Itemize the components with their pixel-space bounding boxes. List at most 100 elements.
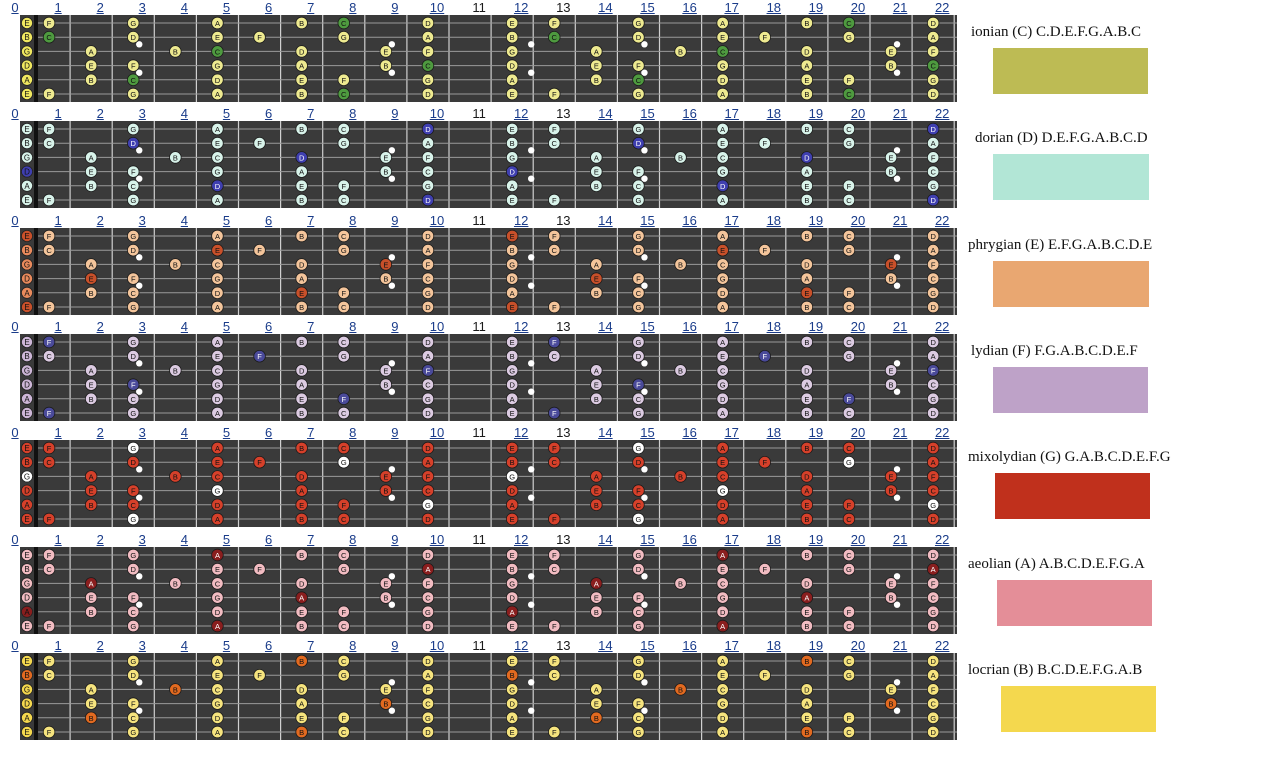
scale-note-marker xyxy=(421,484,435,497)
scale-note-marker xyxy=(926,137,940,150)
scale-note-label: E xyxy=(594,62,599,71)
scale-note-label: F xyxy=(552,728,557,737)
open-string-marker xyxy=(20,31,33,44)
scale-note-label: F xyxy=(636,168,641,177)
scale-note-label: C xyxy=(131,288,137,297)
scale-note-marker xyxy=(337,654,350,667)
scale-note-label: C xyxy=(131,714,137,723)
string-name: D xyxy=(24,274,30,283)
scale-note-label: C xyxy=(720,260,726,269)
scale-note-marker xyxy=(548,335,561,349)
scale-note-label: A xyxy=(89,47,94,56)
fret-marker-dot xyxy=(528,359,535,367)
scale-note-marker xyxy=(800,59,814,72)
fret-number: 8 xyxy=(349,318,357,334)
scale-note-marker xyxy=(211,286,224,299)
scale-note-label: A xyxy=(215,444,220,453)
scale-note-label: C xyxy=(552,33,558,42)
scale-note-marker xyxy=(800,179,814,193)
fret-marker-dot xyxy=(893,388,901,395)
scale-note-label: C xyxy=(46,139,52,148)
fret-marker-dot xyxy=(641,359,648,367)
scale-note-marker xyxy=(926,59,940,72)
fret-number: 8 xyxy=(349,637,357,653)
string-name: E xyxy=(24,303,29,312)
scale-note-marker xyxy=(632,668,645,682)
scale-note-marker xyxy=(211,512,224,526)
scale-note-label: C xyxy=(846,303,852,312)
fret-marker-dot xyxy=(388,147,396,154)
mode-6: 0 1 2 3 4 5 6 7 8 9 10 11 12 13 14 15 16 17 18 19 20 21 22 E B G D… xyxy=(0,638,1280,744)
scale-note-marker xyxy=(295,378,308,391)
mode-color-swatch xyxy=(993,154,1149,201)
scale-note-label: D xyxy=(636,671,642,680)
scale-note-marker xyxy=(127,137,140,150)
scale-note-label: G xyxy=(636,90,642,99)
scale-note-marker xyxy=(379,364,393,377)
scale-note-label: F xyxy=(552,338,557,347)
scale-note-label: C xyxy=(215,685,221,694)
scale-note-label: C xyxy=(425,62,431,71)
scale-note-marker xyxy=(84,711,98,724)
scale-note-label: E xyxy=(510,19,515,28)
fret-number: 2 xyxy=(96,637,104,653)
scale-note-label: F xyxy=(762,565,767,574)
scale-note-label: A xyxy=(594,47,599,56)
scale-note-marker xyxy=(884,484,898,497)
scale-note-marker xyxy=(800,590,814,604)
scale-note-marker xyxy=(505,45,519,58)
scale-note-marker xyxy=(127,123,140,136)
scale-note-marker xyxy=(505,229,519,242)
scale-note-marker xyxy=(84,484,98,497)
scale-note-label: A xyxy=(720,515,725,524)
fret-number: 7 xyxy=(307,212,315,228)
scale-note-marker xyxy=(127,697,140,710)
scale-note-label: C xyxy=(215,260,221,269)
scale-note-marker xyxy=(84,378,98,391)
scale-note-label: C xyxy=(46,352,52,361)
scale-note-label: D xyxy=(215,607,221,616)
scale-note-label: B xyxy=(383,487,388,496)
fret-marker-dot xyxy=(388,175,396,183)
scale-note-marker xyxy=(842,711,856,724)
mode-label: aeolian (A) A.B.C.D.E.F.G.A xyxy=(968,555,1145,572)
fret-number: 6 xyxy=(264,212,273,228)
scale-note-label: E xyxy=(720,352,725,361)
string-name: E xyxy=(24,338,29,347)
scale-note-marker xyxy=(84,576,98,590)
scale-note-marker xyxy=(632,711,645,724)
fret-number: 20 xyxy=(850,637,866,653)
scale-note-marker xyxy=(716,137,729,150)
scale-note-marker xyxy=(211,16,224,30)
scale-note-marker xyxy=(421,711,435,724)
scale-note-label: C xyxy=(720,366,726,375)
scale-note-label: C xyxy=(552,565,558,574)
scale-note-marker xyxy=(800,335,814,349)
scale-note-marker xyxy=(590,484,603,497)
scale-note-label: A xyxy=(594,260,599,269)
scale-note-label: F xyxy=(131,62,136,71)
scale-note-label: D xyxy=(425,409,431,418)
scale-note-marker xyxy=(337,441,350,455)
scale-note-marker xyxy=(379,470,393,483)
scale-note-label: D xyxy=(299,473,305,482)
scale-note-label: G xyxy=(636,232,642,241)
scale-note-marker xyxy=(548,31,561,44)
scale-note-marker xyxy=(127,165,140,179)
fret-number: 10 xyxy=(429,318,445,334)
open-string-marker xyxy=(20,272,33,285)
scale-note-marker xyxy=(505,137,519,150)
scale-note-label: A xyxy=(299,274,304,283)
scale-note-label: A xyxy=(804,487,809,496)
scale-note-marker xyxy=(716,271,729,285)
string-name: G xyxy=(24,47,30,56)
scale-note-label: D xyxy=(930,232,936,241)
scale-note-marker xyxy=(211,335,224,349)
scale-note-label: D xyxy=(930,622,936,631)
scale-note-marker xyxy=(758,243,771,256)
scale-note-label: A xyxy=(720,409,725,418)
scale-note-label: F xyxy=(341,182,346,191)
scale-note-marker xyxy=(42,349,56,363)
scale-note-marker xyxy=(84,682,98,696)
fret-number: 9 xyxy=(391,106,399,122)
